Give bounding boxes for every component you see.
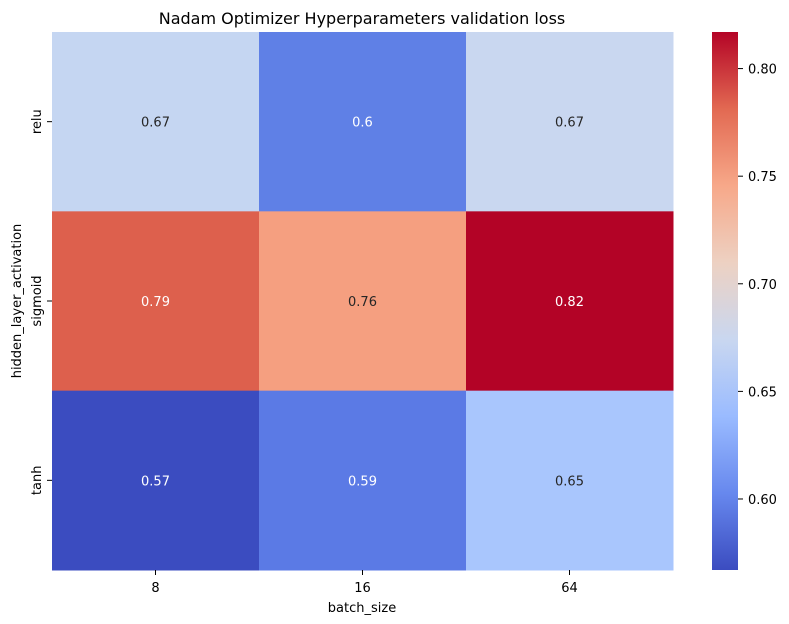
y-tick-label: sigmoid (30, 275, 45, 326)
chart-title: Nadam Optimizer Hyperparameters validati… (159, 9, 566, 28)
heatmap-cell (52, 32, 260, 212)
heatmap-cell (466, 390, 674, 571)
colorbar-ticks: 0.60 0.65 0.70 0.75 0.80 (738, 63, 777, 508)
x-tick-label: 64 (561, 581, 578, 596)
heatmap-cell (466, 211, 674, 392)
cell-value-label: 0.65 (555, 474, 584, 489)
cell-value-label: 0.57 (141, 474, 170, 489)
x-axis-ticks: 8 16 64 (151, 570, 578, 596)
y-tick-label: relu (30, 109, 45, 134)
heatmap-cell (259, 32, 467, 212)
x-tick-label: 16 (354, 581, 371, 596)
colorbar-tick-label: 0.70 (748, 278, 777, 293)
colorbar-tick-label: 0.60 (748, 493, 777, 508)
heatmap-cell (52, 211, 260, 392)
colorbar-tick-label: 0.65 (748, 385, 777, 400)
y-axis-ticks: relu sigmoid tanh (30, 109, 52, 495)
cell-value-label: 0.82 (555, 295, 584, 310)
heatmap-cell (259, 211, 467, 392)
heatmap-cell (259, 390, 467, 571)
cell-value-label: 0.79 (141, 295, 170, 310)
heatmap-cell (52, 390, 260, 571)
cell-value-label: 0.76 (348, 295, 377, 310)
x-tick-label: 8 (151, 581, 159, 596)
y-tick-label: tanh (30, 466, 45, 496)
heatmap-cell (466, 32, 674, 212)
cell-value-label: 0.67 (141, 116, 170, 131)
y-axis-label: hidden_layer_activation (10, 224, 25, 379)
colorbar-tick-label: 0.80 (748, 63, 777, 78)
cell-value-label: 0.59 (348, 474, 377, 489)
x-axis-label: batch_size (328, 601, 396, 616)
cell-value-label: 0.67 (555, 116, 584, 131)
colorbar-tick-label: 0.75 (748, 170, 777, 185)
heatmap-cells: 0.67 0.6 0.67 0.79 0.76 0.82 0.57 0.59 0.65 (52, 32, 674, 571)
cell-value-label: 0.6 (352, 116, 373, 131)
colorbar (712, 32, 738, 570)
